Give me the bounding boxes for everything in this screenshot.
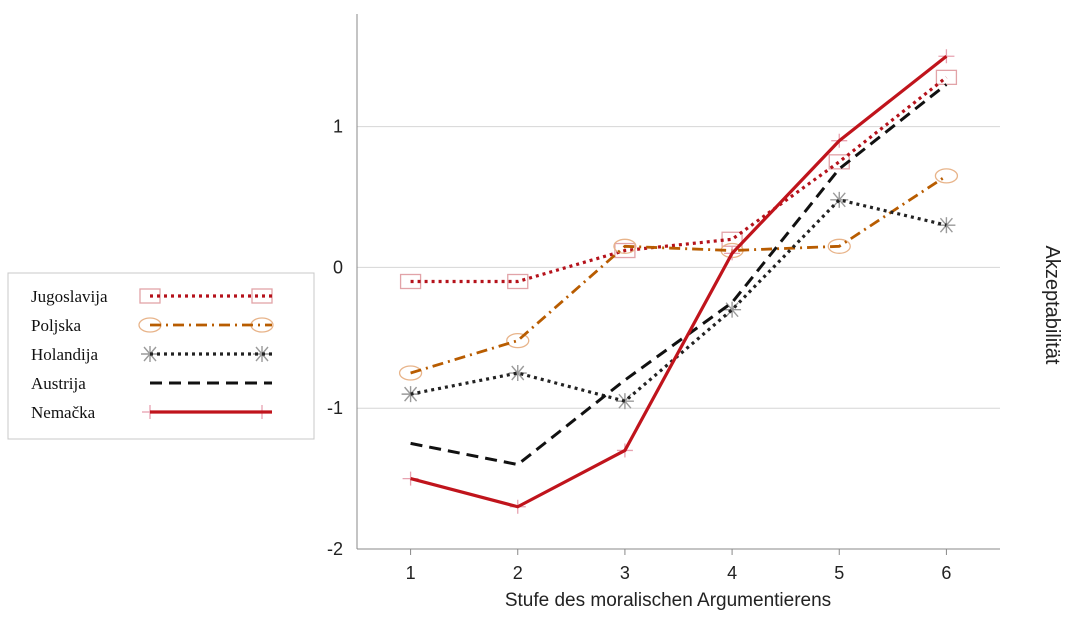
legend-item: Poljska (31, 316, 274, 335)
y-tick-label: 1 (333, 117, 343, 137)
series-line (410, 54, 948, 509)
series-line (410, 174, 948, 375)
legend-label: Nemačka (31, 403, 96, 422)
legend-item: Austrija (31, 374, 272, 393)
y-axis-label: Akzeptabilität (1041, 246, 1063, 365)
legend-item: Jugoslavija (31, 287, 273, 306)
point-marker (506, 332, 530, 349)
point-marker (613, 238, 637, 254)
series-line (410, 76, 948, 284)
grid-lines (357, 126, 1000, 409)
x-axis-label: Stufe des moralischen Argumentierens (505, 590, 831, 611)
series-Austrija (410, 83, 948, 467)
point-marker (723, 301, 742, 318)
point-marker (507, 273, 529, 290)
y-tick-label: -2 (327, 539, 343, 559)
point-marker (615, 393, 634, 410)
legend-item: Nemačka (31, 403, 272, 422)
point-marker (935, 69, 958, 86)
x-tick-label: 1 (406, 563, 416, 583)
x-tick-labels: 1 2 3 4 5 6 (406, 549, 951, 583)
point-marker (508, 365, 527, 382)
legend-label: Holandija (31, 345, 98, 364)
legend-label: Austrija (31, 374, 86, 393)
x-tick-label: 3 (620, 563, 630, 583)
series-line (410, 198, 947, 403)
x-tick-label: 4 (727, 563, 737, 583)
point-marker (614, 242, 636, 259)
x-tick-label: 2 (513, 563, 523, 583)
legend: Jugoslavija Poljska Holandija Austrija Nemač… (7, 272, 315, 440)
point-marker (934, 168, 959, 184)
y-tick-label: -1 (327, 398, 343, 418)
y-tick-label: 0 (333, 257, 343, 277)
legend-label: Poljska (31, 316, 82, 335)
legend-label: Jugoslavija (31, 287, 108, 306)
series-Nemačka (402, 49, 955, 514)
series-Jugoslavija (399, 69, 958, 290)
series-line (410, 83, 948, 467)
point-marker (827, 238, 851, 254)
series-Poljska (398, 168, 959, 381)
series-layer (398, 49, 959, 514)
x-tick-label: 6 (941, 563, 951, 583)
x-tick-label: 5 (834, 563, 844, 583)
legend-item: Holandija (31, 345, 272, 364)
series-Holandija (401, 191, 956, 410)
y-tick-labels: -2 -1 0 1 (327, 117, 343, 559)
point-marker (398, 365, 423, 381)
